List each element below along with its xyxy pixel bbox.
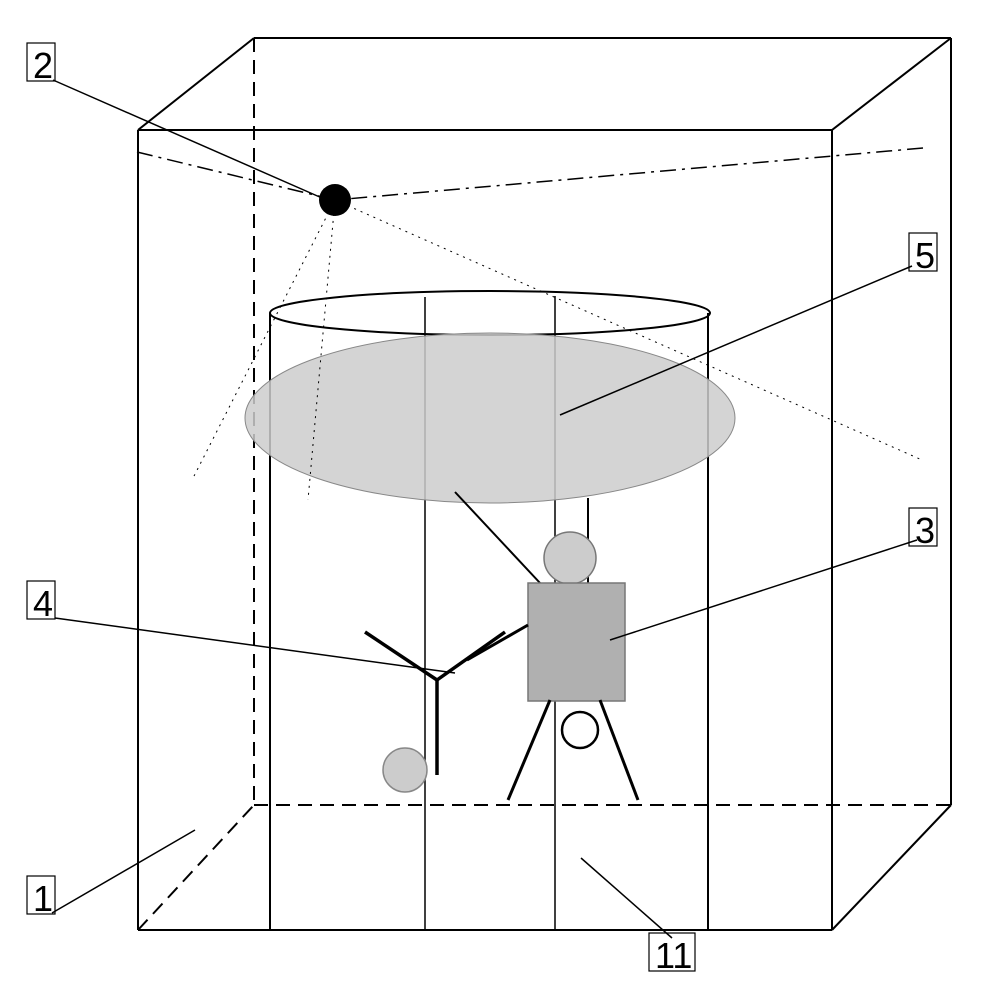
label-2: 2 — [33, 45, 53, 87]
dashdot-right — [335, 148, 923, 200]
leader-line-3 — [610, 540, 917, 640]
label-1: 1 — [33, 878, 53, 920]
figure-leg-left — [508, 700, 550, 800]
parachute-canopy — [245, 333, 735, 503]
suspension-line-left — [455, 492, 540, 583]
figure-head — [544, 532, 596, 584]
lower-gray-circle — [383, 748, 427, 792]
propeller-blade-1 — [365, 632, 437, 680]
label-5: 5 — [915, 235, 935, 277]
label-11: 11 — [655, 935, 692, 977]
label-3: 3 — [915, 510, 935, 552]
black-dot — [319, 184, 351, 216]
technical-diagram-svg — [0, 0, 1000, 982]
cylinder-top-ellipse — [270, 291, 710, 335]
box-right-depth-top — [832, 38, 951, 130]
label-4: 4 — [33, 583, 53, 625]
leader-line-2 — [53, 80, 322, 198]
diagram-container: 2 4 1 5 3 11 — [0, 0, 1000, 982]
leader-line-1 — [52, 830, 195, 913]
propeller-blade-2 — [437, 632, 505, 680]
leader-line-5 — [560, 266, 912, 415]
box-left-depth-bottom — [138, 805, 254, 930]
figure-body — [528, 583, 625, 701]
figure-leg-right — [600, 700, 638, 800]
box-right-depth-bottom — [832, 805, 951, 930]
figure-arm-left — [467, 625, 528, 660]
dashdot-left — [137, 152, 335, 200]
leader-line-11 — [581, 858, 672, 938]
box-left-depth-top — [138, 38, 254, 130]
figure-foot-circle — [562, 712, 598, 748]
